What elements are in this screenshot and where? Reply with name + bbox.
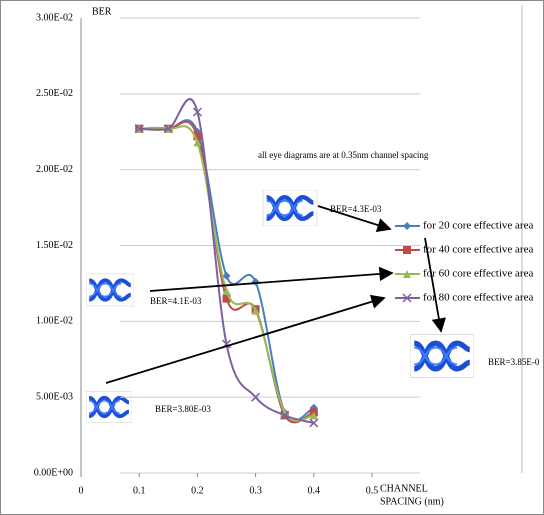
x-tick-label: 0.5 bbox=[366, 485, 379, 496]
legend-label: for 40 core effective area bbox=[423, 244, 533, 256]
eye-diagram bbox=[410, 335, 474, 378]
x-tick-label: 0.3 bbox=[249, 485, 262, 496]
eye-diagram bbox=[263, 190, 317, 226]
y-tick-label: 5.00E-03 bbox=[36, 391, 73, 402]
x-tick-label: 0.4 bbox=[308, 485, 321, 496]
y-tick-label: 0.00E+00 bbox=[34, 467, 73, 478]
eye-diagram bbox=[86, 274, 134, 306]
annotation: BER=3.80E-03 bbox=[155, 404, 211, 414]
annotation: BER=4.1E-03 bbox=[150, 296, 202, 306]
x-tick-label: 0.1 bbox=[133, 485, 146, 496]
legend-label: for 20 core effective area bbox=[423, 220, 533, 232]
x-axis-label: CHANNEL bbox=[380, 483, 428, 494]
annotation: all eye diagrams are at 0.35nm channel s… bbox=[258, 150, 429, 160]
marker bbox=[252, 278, 260, 286]
y-tick-label: 1.50E-02 bbox=[36, 240, 73, 251]
y-tick-label: 1.00E-02 bbox=[36, 316, 73, 327]
legend-label: for 60 core effective area bbox=[423, 268, 533, 280]
x-axis-label: SPACING (nm) bbox=[380, 496, 444, 507]
x-tick-label: 0.2 bbox=[191, 485, 204, 496]
eye-diagram bbox=[86, 392, 132, 423]
x-tick-label: 0 bbox=[79, 485, 84, 496]
y-tick-label: 3.00E-02 bbox=[36, 12, 73, 23]
frame bbox=[1, 1, 544, 515]
arrows bbox=[106, 206, 441, 383]
annotation: BER=3.85E-0 bbox=[488, 357, 540, 367]
series-line bbox=[139, 120, 314, 421]
legend-label: for 80 core effective area bbox=[423, 292, 533, 304]
series-line bbox=[139, 99, 314, 423]
y-tick-label: 2.50E-02 bbox=[36, 88, 73, 99]
chart: BER CHANNEL SPACING (nm) all eye diagram… bbox=[0, 0, 544, 515]
y-axis-label: BER bbox=[92, 6, 112, 17]
y-tick-label: 2.00E-02 bbox=[36, 164, 73, 175]
